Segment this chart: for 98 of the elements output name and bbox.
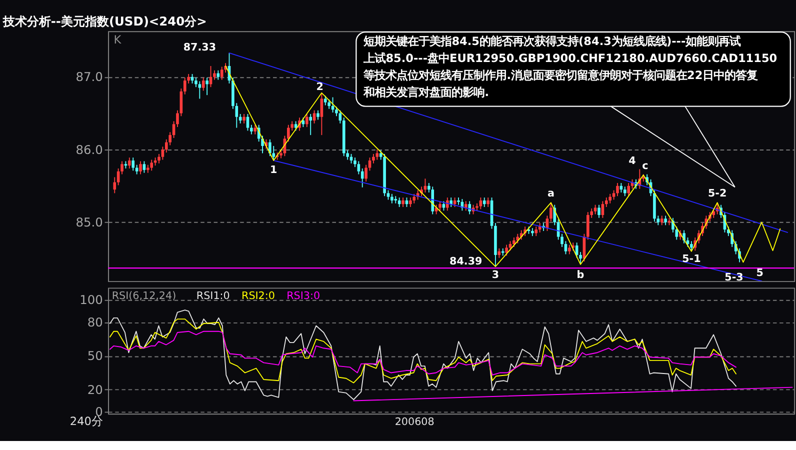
annotation: a — [547, 188, 554, 200]
candlestick — [482, 197, 486, 208]
text: RSI3:0 — [286, 290, 320, 302]
annotation: 3 — [492, 269, 500, 282]
line-series — [109, 330, 736, 376]
candlestick — [616, 182, 619, 197]
candlestick — [612, 190, 616, 200]
candlestick — [286, 124, 290, 142]
candlestick — [113, 176, 116, 194]
candlestick — [206, 77, 208, 96]
annotation: 5 — [756, 266, 764, 279]
candlestick — [402, 197, 404, 208]
candlestick — [512, 237, 516, 248]
candlestick — [586, 212, 590, 240]
candlestick — [360, 168, 364, 188]
candlestick — [372, 153, 375, 164]
annotation: c — [642, 160, 648, 172]
y-tick-label: 50 — [87, 349, 103, 364]
y-tick-label: 80 — [87, 316, 103, 330]
annotation: 87.33 — [183, 42, 216, 54]
candlestick — [568, 244, 571, 255]
candlestick — [553, 204, 556, 226]
candlestick — [486, 197, 490, 208]
candlestick — [623, 186, 626, 197]
y-tick-label: 86.0 — [76, 142, 103, 157]
candlestick — [161, 146, 164, 160]
line-series — [109, 310, 736, 400]
candlestick — [220, 66, 224, 80]
candlestick — [598, 204, 600, 218]
candlestick — [534, 226, 538, 237]
legend-title: RSI(6,12,24) — [112, 290, 176, 302]
candlestick — [312, 110, 316, 124]
annotation: 5-1 — [682, 253, 701, 266]
candlestick — [479, 197, 482, 210]
candlestick — [328, 98, 330, 110]
candlestick — [268, 138, 272, 157]
candlestick — [660, 215, 664, 226]
annotation: 5-2 — [708, 188, 727, 200]
candlestick — [198, 80, 202, 100]
candlestick — [242, 114, 246, 124]
candlestick — [150, 159, 154, 172]
candlestick — [712, 208, 716, 218]
annotation: K — [114, 33, 122, 46]
y-tick-label: 87.0 — [76, 70, 103, 84]
candlestick — [316, 110, 320, 120]
candlestick — [139, 160, 142, 175]
candlestick — [202, 77, 205, 92]
candlestick — [368, 157, 372, 172]
candlestick — [505, 244, 508, 256]
candlestick — [357, 160, 360, 175]
candlestick — [412, 193, 416, 204]
y-tick-label: 20 — [87, 382, 103, 397]
y-tick-label: 100 — [80, 293, 103, 308]
text: RSI2:0 — [242, 290, 275, 302]
candlestick — [450, 197, 453, 208]
candlestick — [550, 202, 552, 222]
annotation: 84.39 — [450, 255, 482, 268]
candlestick — [183, 77, 186, 95]
candlestick — [594, 204, 597, 215]
annotation: 1 — [270, 164, 278, 176]
candlestick — [390, 193, 394, 204]
annotation: 4 — [628, 155, 636, 168]
candlestick — [254, 124, 257, 135]
candlestick — [386, 190, 390, 200]
candlestick — [376, 149, 379, 160]
candlestick — [338, 110, 342, 124]
candlestick — [627, 182, 630, 197]
candlestick — [128, 157, 131, 169]
line-series — [109, 318, 736, 384]
annotation: 2 — [316, 80, 324, 93]
candlestick — [564, 240, 568, 255]
candlestick — [142, 160, 146, 174]
annotation: 短期关键在于美指84.5的能否再次获得支持(84.3为短线底线)---如能则再试上试85.0---盘中EUR12950.GBP1900.CHF12180.AUD7660.CAD11150等技术点位对短线有压制作用.消息面要密切留意伊朗对于核问题在22日中的答复和相关发言对盘面的影响. — [362, 35, 778, 99]
candlestick — [409, 197, 412, 208]
candlestick — [664, 215, 667, 226]
candlestick — [608, 193, 612, 204]
series-label: RSI1:0 — [196, 290, 230, 302]
candlestick — [309, 114, 312, 136]
chart-title: 技术分析--美元指数(USD)<240分> — [2, 14, 207, 28]
candlestick — [431, 186, 434, 215]
candlestick — [294, 120, 298, 132]
candlestick — [468, 200, 471, 215]
line-series — [225, 66, 781, 268]
candlestick — [320, 92, 324, 136]
candlestick — [250, 124, 253, 135]
candlestick — [305, 114, 308, 128]
y-tick-label: 85.0 — [76, 215, 103, 230]
text: 200608 — [394, 416, 434, 428]
candlestick — [364, 164, 368, 182]
annotation: 5-3 — [724, 271, 744, 284]
annotation: b — [576, 269, 584, 282]
candlestick — [324, 95, 327, 106]
candlestick — [213, 70, 216, 80]
candlestick — [604, 197, 608, 208]
candlestick — [438, 200, 442, 212]
candlestick — [464, 200, 468, 212]
candlestick — [132, 157, 135, 172]
candlestick — [216, 70, 220, 80]
